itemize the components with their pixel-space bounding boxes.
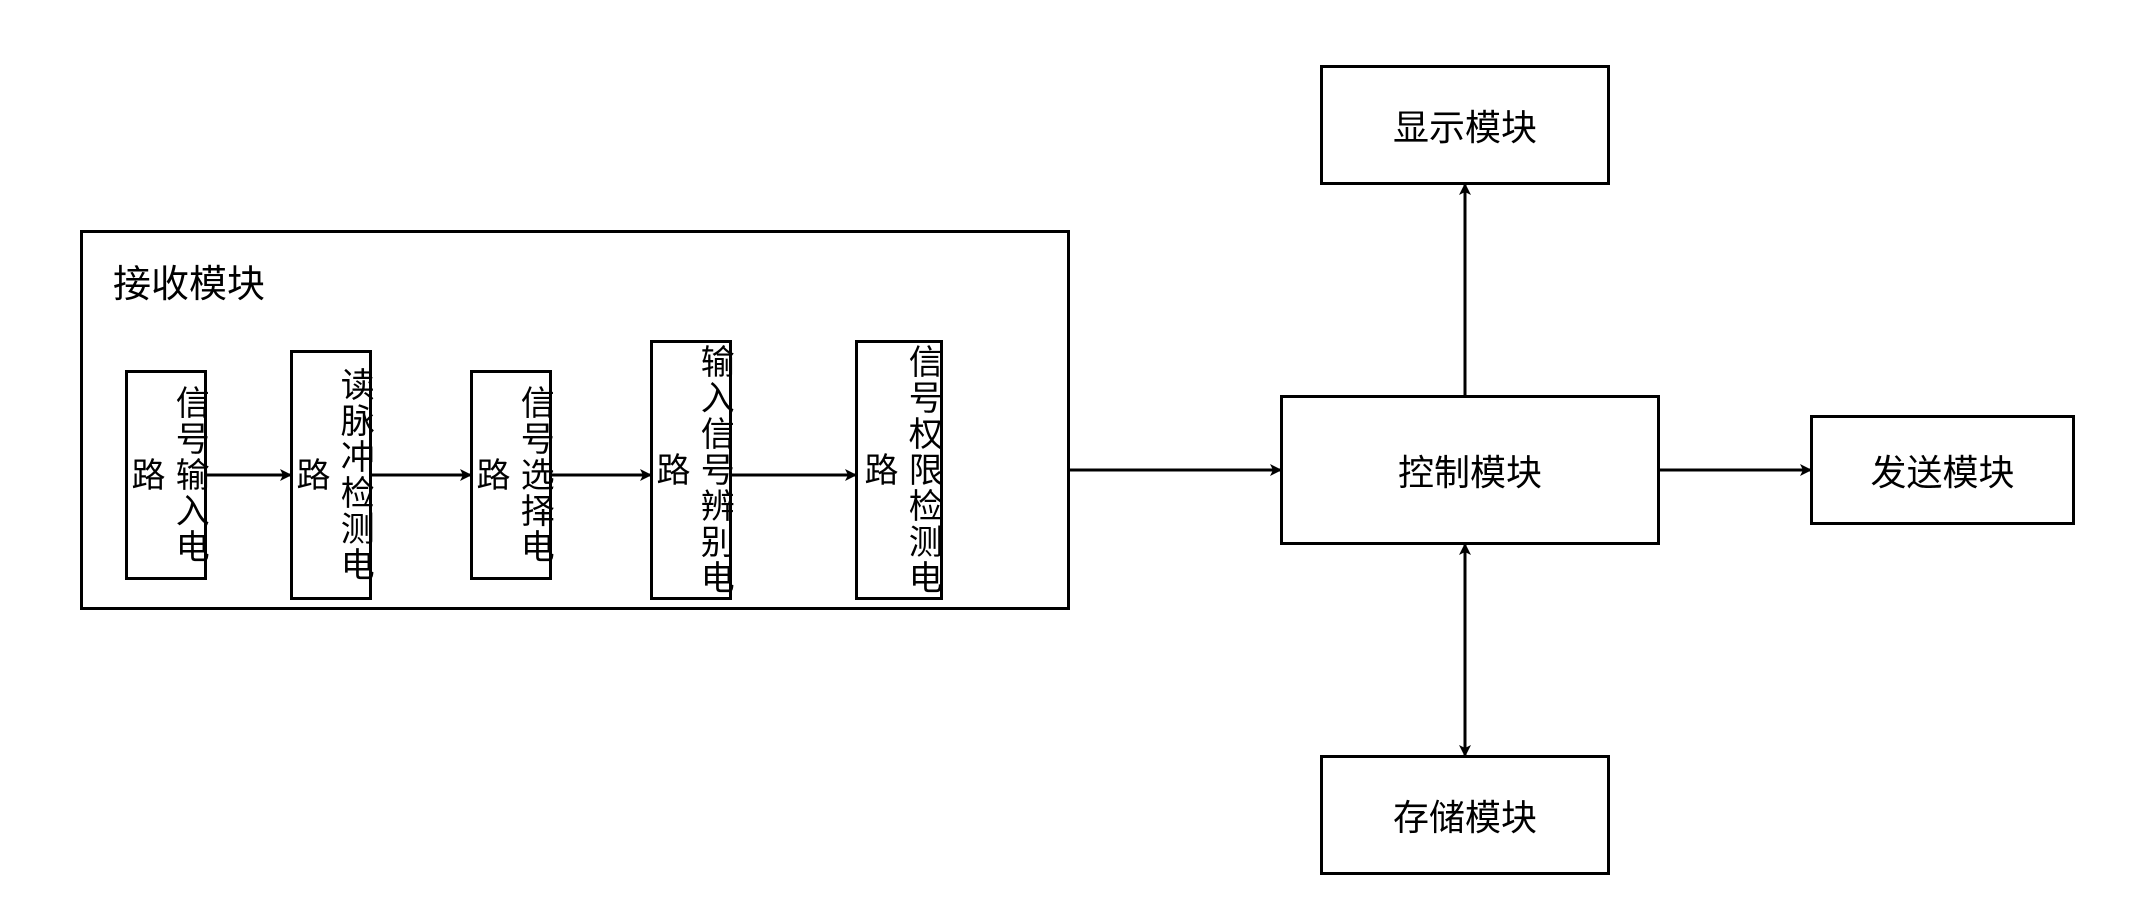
edges-layer	[0, 0, 2133, 907]
